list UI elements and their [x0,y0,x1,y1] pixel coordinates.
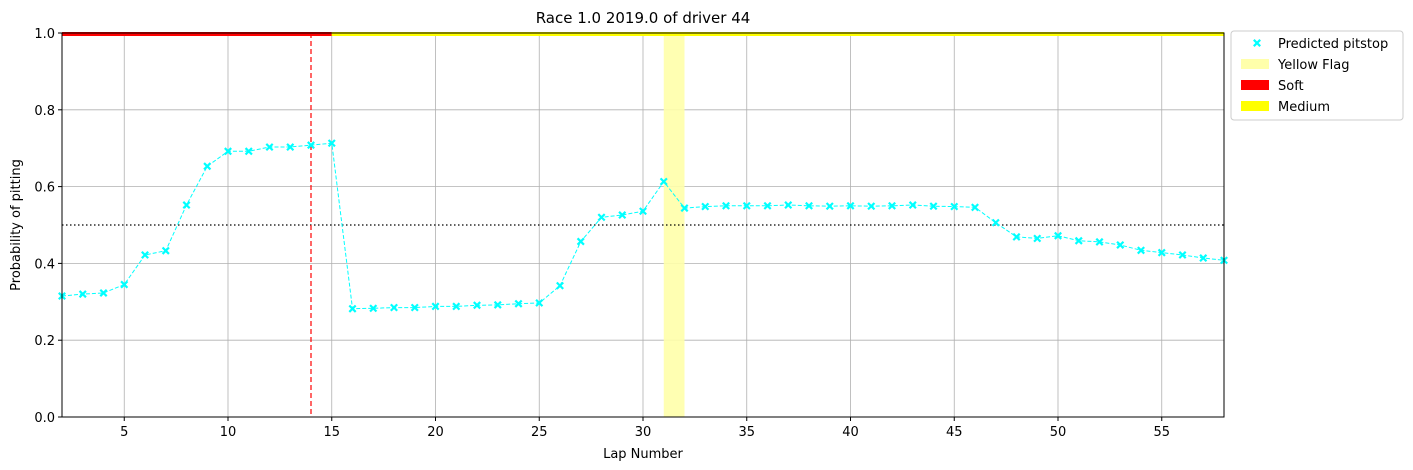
legend-marker [1253,39,1261,47]
data-point [78,290,87,299]
data-point [971,203,979,212]
data-point [307,141,315,150]
data-point [618,211,627,219]
data-point [161,246,170,255]
x-tick-label: 20 [427,425,444,440]
data-point [431,302,440,311]
data-point [888,201,896,210]
x-tick-label: 40 [842,425,859,440]
y-tick-label: 0.2 [34,334,55,349]
data-point [929,202,938,211]
data-point [576,237,585,246]
x-tick-label: 25 [531,425,548,440]
data-point [141,250,149,259]
data-point [1137,246,1145,255]
data-point [639,207,647,216]
data-point [742,201,751,210]
legend-label: Soft [1278,79,1304,94]
data-point [867,202,876,211]
data-point [452,302,461,311]
data-point [493,300,502,309]
y-tick-label: 0.0 [34,411,55,426]
data-point [1199,254,1208,263]
legend-swatch [1241,80,1269,90]
legend: Predicted pitstop Yellow Flag Soft Medium [1230,30,1404,121]
data-point [265,143,274,152]
data-point [244,147,253,156]
legend-label: Medium [1278,100,1330,115]
legend-swatch [1241,59,1269,69]
x-tick-label: 10 [220,425,237,440]
y-tick-label: 0.8 [34,104,55,119]
legend-box [1230,30,1404,121]
data-point [1033,234,1042,243]
data-point [99,288,108,297]
data-point [659,177,668,186]
x-tick-label: 55 [1153,425,1170,440]
data-point [1012,232,1021,241]
data-point [224,147,232,156]
data-point [1074,236,1083,245]
data-point [701,202,710,211]
data-point [556,281,564,290]
y-tick-label: 0.6 [34,181,55,196]
x-tick-label: 5 [120,425,128,440]
data-point [182,201,191,210]
data-point [369,304,378,313]
legend-label: Yellow Flag [1277,58,1349,73]
x-tick-label: 15 [323,425,340,440]
legend-swatch [1241,101,1269,111]
data-point [1116,240,1125,249]
data-point [286,143,295,152]
data-point [327,139,336,148]
x-tick-label: 35 [738,425,755,440]
data-point [410,303,419,312]
data-point [348,304,357,313]
data-point [1178,250,1187,259]
data-point [1157,248,1166,257]
data-point [680,204,689,213]
data-point [473,301,481,310]
legend-label: Predicted pitstop [1278,37,1388,52]
x-tick-label: 30 [635,425,652,440]
data-point [203,162,212,171]
data-point [597,213,606,222]
x-axis-title: Lap Number [603,447,683,462]
data-point [514,299,523,308]
data-point [390,303,398,312]
data-point [950,202,959,211]
data-point [535,298,544,307]
y-tick-label: 1.0 [34,27,55,42]
data-point [805,201,813,210]
chart-title: Race 1.0 2019.0 of driver 44 [536,9,751,27]
x-tick-label: 50 [1050,425,1067,440]
data-point [846,201,855,210]
y-axis-title: Probability of pitting [9,159,24,291]
data-point [1054,231,1062,240]
data-point [908,201,917,210]
data-point [1095,237,1104,246]
plot-area: 5 10 15 20 25 30 35 40 45 50 55 0.0 0.2 0.4 0.6 0.8 1.0 [34,27,1228,440]
data-point [991,218,1000,227]
data-point [722,201,730,210]
tyre-bar-medium [331,32,1224,36]
data-point [763,201,772,210]
tyre-bar-soft [62,32,332,36]
x-tick-label: 45 [946,425,963,440]
y-tick-label: 0.4 [34,257,55,272]
data-point [120,280,129,289]
data-point [825,202,834,211]
data-point [784,201,793,210]
